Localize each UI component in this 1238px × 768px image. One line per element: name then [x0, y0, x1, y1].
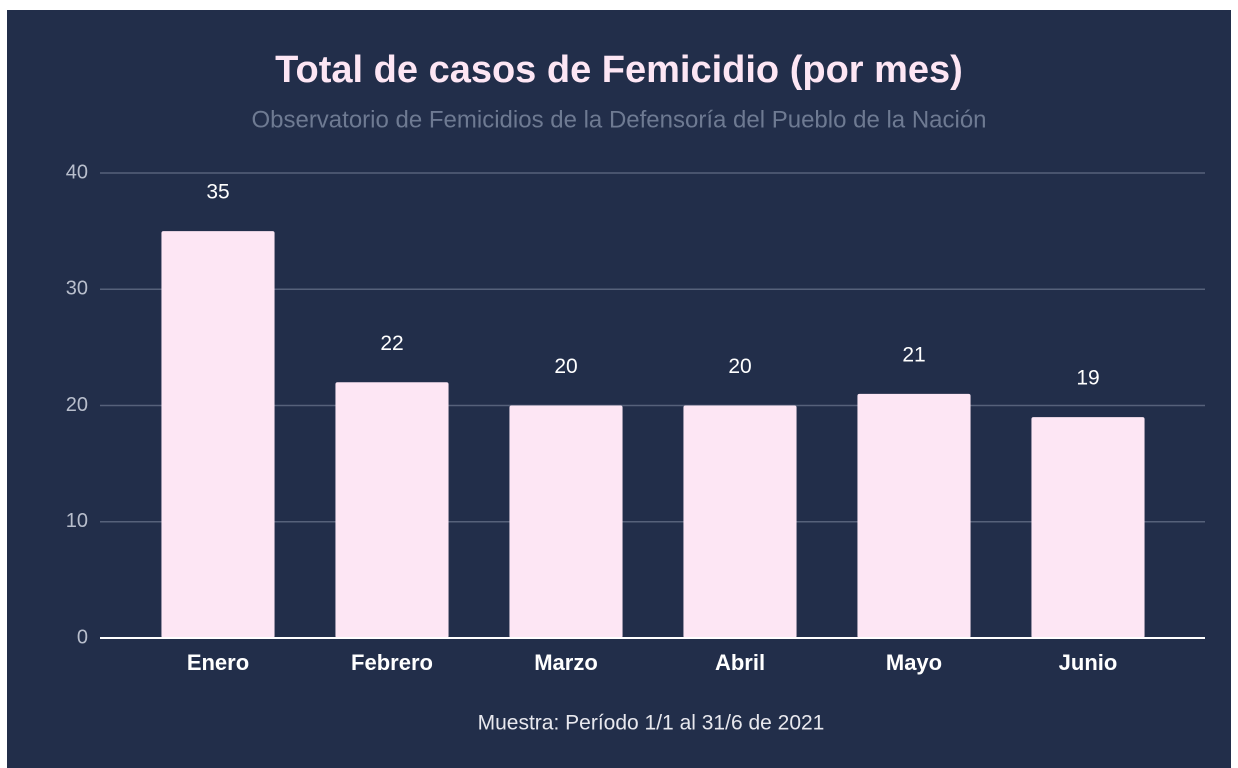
bar	[509, 405, 623, 638]
bar	[161, 231, 275, 638]
data-label: 20	[728, 355, 751, 378]
data-label: 20	[554, 355, 577, 378]
data-label: 19	[1076, 367, 1099, 390]
chart-subtitle: Observatorio de Femicidios de la Defenso…	[251, 106, 986, 133]
x-tick-label: Marzo	[534, 650, 598, 675]
x-tick-label: Mayo	[886, 650, 942, 675]
chart-title: Total de casos de Femicidio (por mes)	[275, 49, 963, 91]
y-tick-label: 10	[66, 510, 88, 532]
bar	[1031, 417, 1145, 638]
bar	[857, 393, 971, 638]
x-tick-label: Junio	[1059, 650, 1118, 675]
note: Muestra: Período 1/1 al 31/6 de 2021	[478, 712, 825, 735]
data-label: 35	[206, 181, 229, 204]
bar	[335, 382, 449, 638]
y-tick-label: 20	[66, 394, 88, 416]
y-tick-label: 30	[66, 278, 88, 300]
x-tick-label: Enero	[187, 650, 249, 675]
x-tick-label: Abril	[715, 650, 765, 675]
y-tick-label: 40	[66, 161, 88, 183]
data-label: 22	[380, 332, 403, 355]
y-tick-label: 0	[77, 626, 88, 648]
data-label: 21	[902, 343, 925, 366]
bar	[683, 405, 797, 638]
x-tick-label: Febrero	[351, 650, 433, 675]
